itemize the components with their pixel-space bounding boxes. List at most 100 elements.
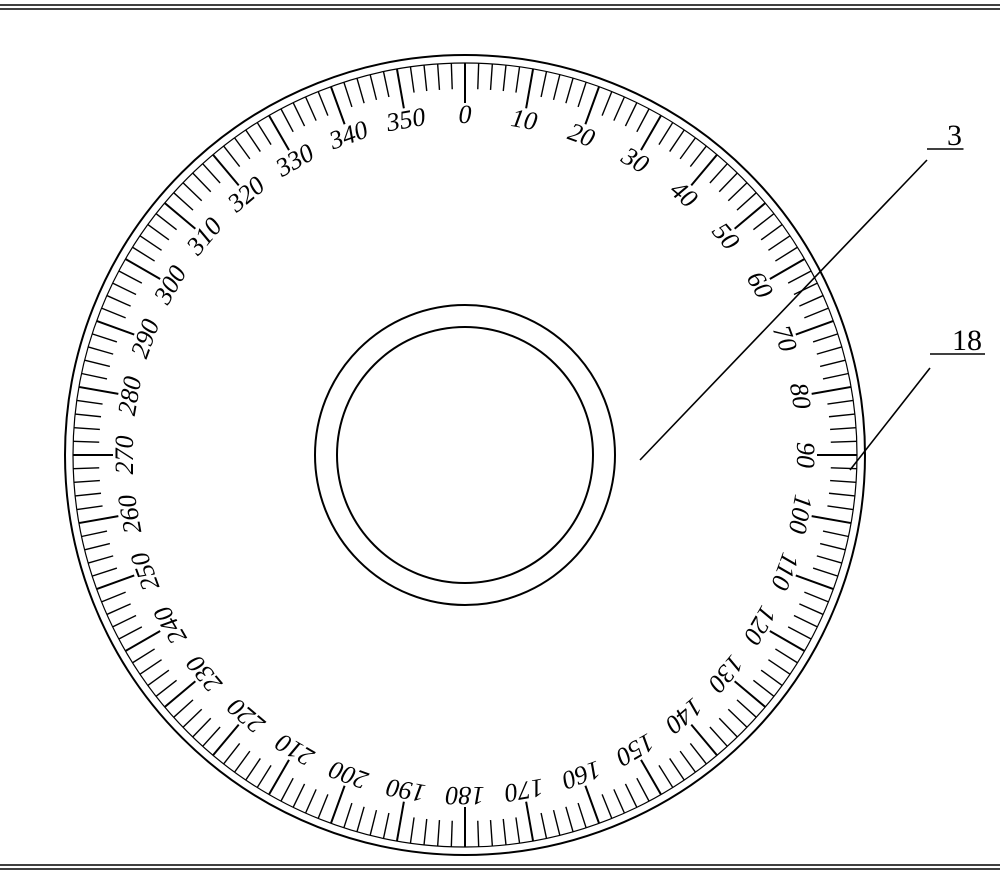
tick-minor bbox=[813, 334, 838, 342]
tick-minor bbox=[578, 803, 586, 828]
tick-minor bbox=[102, 308, 126, 318]
tick-minor bbox=[224, 146, 240, 166]
tick-minor bbox=[77, 506, 103, 510]
tick-minor bbox=[775, 247, 797, 261]
dial-label: 270 bbox=[110, 436, 139, 475]
dial-label: 150 bbox=[611, 728, 659, 773]
tick-minor bbox=[794, 615, 817, 626]
tick-minor bbox=[140, 236, 162, 251]
tick-minor bbox=[344, 82, 352, 107]
tick-minor bbox=[92, 568, 117, 576]
dial-label: 310 bbox=[180, 212, 228, 261]
tick-minor bbox=[451, 821, 452, 847]
tick-minor bbox=[775, 649, 797, 663]
tick-boundary-circle bbox=[73, 63, 857, 847]
protractor-dial: 0102030405060708090100110120130140150160… bbox=[65, 55, 865, 855]
tick-minor bbox=[516, 817, 520, 843]
tick-minor bbox=[88, 347, 113, 354]
tick-minor bbox=[728, 183, 747, 201]
tick-minor bbox=[659, 123, 673, 145]
tick-major bbox=[97, 321, 135, 335]
callout-label: 18 bbox=[952, 324, 982, 357]
tick-minor bbox=[235, 751, 250, 772]
dial-label: 280 bbox=[112, 374, 147, 417]
tick-minor bbox=[438, 820, 440, 846]
dial-label: 320 bbox=[221, 170, 270, 218]
dial-label: 250 bbox=[125, 548, 166, 595]
tick-minor bbox=[74, 481, 100, 483]
dial-label: 80 bbox=[784, 381, 817, 412]
tick-minor bbox=[357, 807, 364, 832]
tick-minor bbox=[737, 700, 756, 717]
tick-major bbox=[770, 259, 805, 279]
hub-outer-circle bbox=[315, 305, 615, 605]
dial-label: 10 bbox=[509, 103, 540, 136]
dial-label: 60 bbox=[741, 266, 779, 303]
tick-minor bbox=[133, 649, 155, 663]
tick-minor bbox=[85, 544, 110, 550]
tick-minor bbox=[193, 173, 211, 192]
dial-label: 230 bbox=[180, 650, 227, 699]
tick-minor bbox=[246, 758, 261, 780]
tick-minor bbox=[794, 283, 817, 294]
tick-minor bbox=[566, 78, 573, 103]
tick-major bbox=[79, 516, 118, 523]
tick-minor bbox=[193, 718, 211, 737]
tick-minor bbox=[680, 751, 695, 772]
tick-major bbox=[812, 387, 851, 394]
tick-minor bbox=[174, 700, 193, 717]
tick-minor bbox=[281, 109, 293, 132]
tick-major bbox=[735, 681, 766, 707]
tick-major bbox=[526, 802, 533, 841]
tick-minor bbox=[281, 778, 293, 801]
tick-minor bbox=[817, 556, 842, 563]
tick-minor bbox=[75, 493, 101, 496]
tick-minor bbox=[224, 743, 240, 763]
dial-label: 350 bbox=[383, 102, 427, 138]
tick-minor bbox=[728, 709, 747, 727]
dial-label: 200 bbox=[325, 755, 372, 796]
tick-major bbox=[735, 203, 766, 229]
tick-minor bbox=[753, 214, 773, 230]
tick-major bbox=[331, 87, 345, 125]
dial-label: 220 bbox=[222, 692, 271, 739]
tick-major bbox=[165, 681, 196, 707]
dial-label: 190 bbox=[384, 773, 427, 808]
dial-label: 260 bbox=[112, 492, 147, 535]
tick-minor bbox=[74, 428, 100, 430]
tick-minor bbox=[820, 360, 845, 366]
tick-minor bbox=[156, 680, 176, 696]
tick-minor bbox=[804, 308, 828, 318]
tick-minor bbox=[625, 103, 636, 126]
tick-minor bbox=[257, 765, 271, 787]
dial-label: 160 bbox=[558, 755, 605, 796]
tick-minor bbox=[719, 173, 737, 192]
tick-major bbox=[331, 786, 345, 824]
tick-minor bbox=[602, 92, 612, 116]
tick-major bbox=[641, 116, 661, 151]
dial-labels: 0102030405060708090100110120130140150160… bbox=[110, 100, 820, 810]
tick-minor bbox=[257, 123, 271, 145]
tick-minor bbox=[817, 347, 842, 354]
tick-minor bbox=[424, 819, 427, 845]
dial-label: 290 bbox=[125, 315, 166, 362]
tick-minor bbox=[133, 247, 155, 261]
dial-label: 0 bbox=[459, 100, 472, 129]
tick-minor bbox=[830, 481, 856, 483]
tick-minor bbox=[383, 813, 388, 838]
tick-minor bbox=[107, 604, 131, 615]
tick-minor bbox=[823, 373, 848, 378]
tick-minor bbox=[306, 789, 317, 813]
tick-major bbox=[585, 786, 599, 824]
tick-minor bbox=[119, 271, 142, 283]
tick-minor bbox=[451, 63, 452, 89]
tick-major bbox=[269, 760, 289, 795]
tick-minor bbox=[670, 130, 685, 152]
tick-minor bbox=[813, 568, 838, 576]
tick-major bbox=[126, 259, 161, 279]
tick-minor bbox=[203, 727, 220, 746]
tick-minor bbox=[92, 334, 117, 342]
dial-label: 300 bbox=[147, 261, 192, 310]
tick-minor bbox=[410, 817, 414, 843]
tick-minor bbox=[541, 813, 546, 838]
